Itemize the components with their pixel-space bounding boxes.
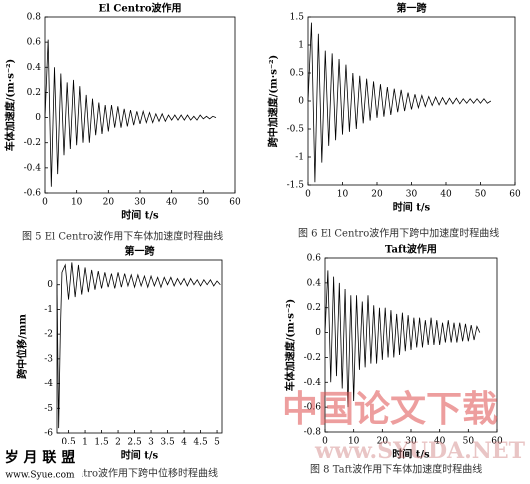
y-axis-label: 车体加速度/(m·s⁻²): [4, 59, 17, 151]
watermark-url: www.SYUDA.NET: [314, 438, 526, 464]
y-tick-label: -1: [44, 305, 53, 315]
logo-box: [0, 444, 82, 484]
x-tick-label: 50: [475, 190, 487, 200]
x-tick-label: 50: [198, 198, 210, 208]
x-tick-label: 60: [229, 198, 241, 208]
y-tick-label: -0.2: [304, 353, 321, 363]
y-tick-label: 0.6: [27, 38, 42, 48]
y-axis-label: 跨中加速度/(m·s⁻²): [267, 55, 280, 147]
x-tick-label: 20: [103, 198, 115, 208]
x-tick-label: 3: [148, 438, 154, 448]
y-tick-label: -0.5: [287, 125, 305, 135]
y-tick-label: -0.4: [304, 378, 322, 388]
x-tick-label: 1.5: [94, 438, 109, 448]
y-axis-label: 车体加速度/(m·s⁻²): [284, 299, 297, 391]
x-tick-label: 40: [440, 190, 452, 200]
x-tick-label: 10: [71, 198, 83, 208]
y-tick-label: 0.2: [307, 303, 321, 313]
caption: 图 8 Taft波作用下车体加速度时程曲线: [310, 463, 482, 476]
y-tick-label: 0.5: [290, 69, 305, 79]
x-tick-label: 30: [134, 198, 146, 208]
watermark-overlay: 中国论文下载: [282, 388, 498, 430]
chart-title: Taft波作用: [385, 243, 437, 256]
y-tick-label: -4: [44, 379, 53, 389]
x-tick-label: 10: [348, 437, 360, 447]
y-tick-label: -1.5: [287, 181, 305, 191]
y-tick-label: 0: [47, 280, 53, 290]
y-tick-label: 0: [35, 113, 41, 123]
plot-frame: [307, 16, 516, 186]
x-tick-label: 20: [371, 190, 383, 200]
x-tick-label: 60: [491, 437, 503, 447]
x-tick-label: 0: [305, 190, 311, 200]
y-tick-label: -0.2: [24, 138, 41, 148]
y-tick-label: -0.8: [304, 428, 322, 438]
x-tick-label: 5: [214, 438, 220, 448]
x-axis-label: 时间 t/s: [121, 449, 159, 462]
y-tick-label: 0.8: [27, 13, 42, 23]
x-tick-label: 60: [509, 190, 521, 200]
data-line: [44, 39, 217, 187]
x-tick-label: 0: [42, 198, 48, 208]
y-axis-label: 跨中位移/mm: [16, 314, 29, 379]
y-tick-label: 0: [315, 328, 321, 338]
x-tick-label: 30: [406, 190, 418, 200]
y-tick-label: 0: [298, 97, 304, 107]
plot-frame: [56, 259, 223, 434]
caption: 图 5 El Centro波作用下车体加速度时程曲线: [22, 230, 223, 243]
x-axis-label: 时间 t/s: [392, 448, 430, 461]
data-line: [56, 262, 221, 429]
x-tick-label: 20: [377, 437, 389, 447]
y-tick-label: -1: [295, 153, 304, 163]
plot-frame: [324, 257, 498, 433]
x-tick-label: 4.5: [193, 438, 208, 448]
data-line: [324, 270, 481, 408]
y-tick-label: -2: [44, 330, 53, 340]
y-tick-label: 0.4: [307, 278, 322, 288]
y-tick-label: 1.5: [290, 13, 305, 23]
x-tick-label: 10: [337, 190, 349, 200]
y-tick-label: 0.4: [27, 63, 42, 73]
chart-title: 第一跨: [397, 2, 428, 15]
chart-title: El Centro波作用: [98, 2, 181, 15]
caption: 图 6 El Centro波作用下跨中加速度时程曲线: [298, 227, 499, 240]
logo: 岁 月 联 盟: [5, 449, 76, 466]
x-tick-label: 2.5: [127, 438, 142, 448]
chart-title: 第一跨: [125, 245, 156, 258]
y-tick-label: -0.6: [304, 403, 322, 413]
x-tick-label: 50: [463, 437, 475, 447]
x-tick-label: 3.5: [160, 438, 175, 448]
y-tick-label: 1: [298, 41, 304, 51]
y-tick-label: -0.6: [24, 189, 42, 199]
y-tick-label: 0.6: [307, 254, 322, 264]
plot-frame: [44, 16, 236, 194]
x-tick-label: 40: [166, 198, 178, 208]
data-line: [307, 22, 492, 183]
x-tick-label: 30: [405, 437, 417, 447]
x-axis-label: 时间 t/s: [393, 201, 431, 214]
x-tick-label: 0.5: [61, 438, 76, 448]
logo-url: www.Syue.com: [5, 471, 75, 481]
y-tick-label: -3: [44, 354, 53, 364]
y-tick-label: 0.2: [27, 88, 41, 98]
x-tick-label: 40: [434, 437, 446, 447]
x-axis-label: 时间 t/s: [121, 209, 159, 222]
y-tick-label: -6: [44, 429, 53, 439]
x-tick-label: 4: [181, 438, 187, 448]
y-tick-label: -5: [44, 404, 53, 414]
x-tick-label: 1: [82, 438, 88, 448]
x-tick-label: 2: [115, 438, 121, 448]
y-tick-label: -0.4: [24, 163, 42, 173]
x-tick-label: 0: [322, 437, 328, 447]
